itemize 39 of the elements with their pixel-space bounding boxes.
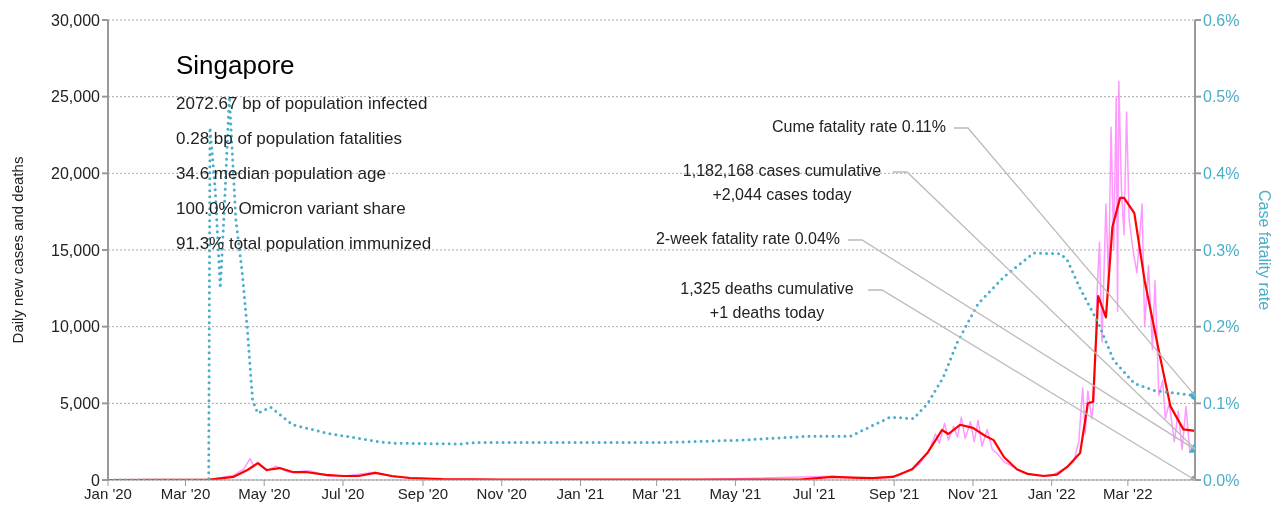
y-tick-label: 0 [91, 471, 101, 489]
x-tick-label: Nov '20 [476, 484, 527, 502]
annotation: 2072.67 bp of population infected [176, 94, 428, 114]
annotation: 100.0% Omicron variant share [176, 199, 406, 219]
y-axis-title: Daily new cases and deaths [9, 156, 27, 344]
annotation: 34.6 median population age [176, 164, 386, 184]
x-tick-label: May '21 [709, 484, 762, 502]
x-tick-label: Jan '22 [1027, 484, 1076, 502]
y2-axis-title: Case fatality rate [1256, 189, 1274, 311]
y-tick-label: 30,000 [51, 11, 101, 29]
annotation: 91.3% total population immunized [176, 234, 432, 254]
x-tick-label: Nov '21 [947, 484, 999, 502]
annotation: 1,325 deaths cumulative +1 deaths today [680, 280, 854, 322]
annotation: 1,182,168 cases cumulative +2,044 cases today [682, 162, 882, 204]
y2-tick-label: 0.2% [1203, 318, 1240, 336]
text: Singapore [176, 49, 295, 80]
y2-tick-label: 0.1% [1203, 395, 1240, 413]
y-tick-label: 5,000 [59, 395, 101, 413]
annotation: 2-week fatality rate 0.04% [655, 230, 840, 248]
x-tick-label: Jul '20 [321, 484, 365, 502]
y2-tick-label: 0.5% [1203, 88, 1240, 106]
x-tick-label: Jul '21 [792, 484, 836, 502]
y2-tick-label: 0.0% [1203, 471, 1240, 489]
x-tick-label: Mar '21 [631, 484, 682, 502]
y-tick-label: 20,000 [51, 165, 101, 183]
x-tick-label: Mar '20 [160, 484, 211, 502]
y-tick-label: 10,000 [51, 318, 101, 336]
x-tick-label: May '20 [238, 484, 291, 502]
y2-tick-label: 0.3% [1203, 241, 1240, 259]
x-tick-label: Jan '21 [556, 484, 605, 502]
x-tick-label: Sep '20 [397, 484, 449, 502]
y2-tick-label: 0.6% [1203, 11, 1240, 29]
y-tick-label: 15,000 [51, 241, 101, 259]
y2-tick-label: 0.4% [1203, 165, 1240, 183]
annotation: 0.28 bp of population fatalities [176, 129, 402, 149]
y-tick-label: 25,000 [51, 88, 101, 106]
annotation: Cume fatality rate 0.11% [771, 118, 946, 136]
x-tick-label: Sep '21 [869, 484, 920, 502]
x-tick-label: Mar '22 [1103, 484, 1153, 502]
